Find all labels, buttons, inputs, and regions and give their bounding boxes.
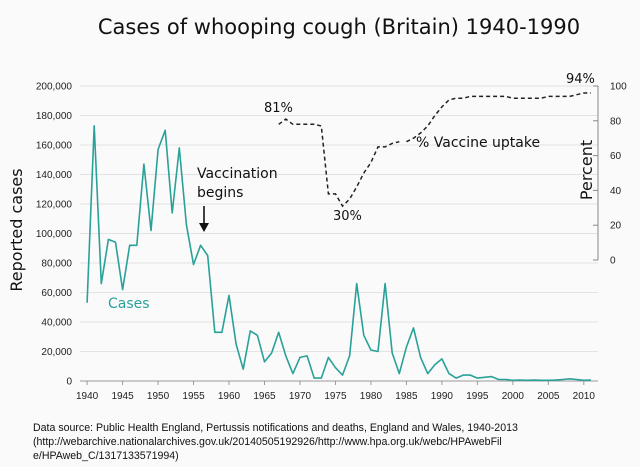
vaccine-uptake-series	[278, 92, 591, 208]
y-tick-label: 160,000	[36, 141, 73, 152]
right-axis: 0 20 40 60 80 100	[593, 82, 627, 267]
x-axis: 1940 1945 1950 1955 1960 1965 1970 1975 1980 1985…	[76, 380, 598, 402]
y2-tick-label: 0	[610, 256, 616, 267]
annotation-vaccination-line2: begins	[197, 185, 243, 201]
vaccine-uptake-line	[278, 118, 400, 208]
x-tick-label: 2005	[537, 391, 560, 402]
y-tick-label: 140,000	[36, 170, 73, 181]
y-tick-label: 80,000	[41, 259, 72, 270]
vaccination-arrow	[199, 206, 209, 232]
x-tick-label: 1960	[218, 391, 241, 402]
source-line-1: Data source: Public Health England, Pert…	[33, 422, 518, 434]
arrow-head	[199, 223, 209, 232]
y-tick-label: 60,000	[41, 288, 72, 299]
cases-series	[86, 125, 591, 382]
cases-line	[86, 125, 591, 382]
y-tick-label: 180,000	[36, 111, 73, 122]
annotation-uptake-end: 94%	[566, 72, 595, 87]
chart-title: Cases of whooping cough (Britain) 1940-1…	[98, 15, 580, 39]
series-label-uptake: % Vaccine uptake	[416, 135, 540, 151]
y-axis-title: Reported cases	[7, 168, 26, 291]
annotation-uptake-min: 30%	[333, 209, 362, 224]
y2-tick-label: 100	[610, 82, 627, 93]
source-note: Data source: Public Health England, Pert…	[33, 421, 633, 463]
vaccine-uptake-line	[406, 92, 591, 143]
annotation-vaccination-line1: Vaccination	[197, 166, 278, 182]
gridlines	[80, 85, 598, 352]
y-tick-label: 40,000	[41, 318, 72, 329]
y-tick-label: 20,000	[41, 347, 72, 358]
x-tick-label: 1990	[431, 391, 454, 402]
x-tick-label: 2010	[573, 391, 596, 402]
left-axis: 0 20,000 40,000 60,000 80,000 100,000 120,000 1…	[36, 82, 73, 388]
x-tick-label: 2000	[502, 391, 525, 402]
y-tick-label: 0	[66, 377, 72, 388]
y2-tick-label: 60	[610, 151, 622, 162]
x-tick-label: 1945	[111, 391, 134, 402]
x-tick-label: 1965	[253, 391, 276, 402]
y2-tick-label: 40	[610, 186, 622, 197]
x-tick-label: 1955	[182, 391, 205, 402]
series-label-cases: Cases	[108, 296, 150, 312]
x-tick-label: 1970	[289, 391, 312, 402]
x-tick-label: 1985	[395, 391, 418, 402]
annotation-uptake-start: 81%	[264, 101, 293, 116]
y2-axis-title: Percent	[577, 140, 596, 200]
source-line-3: e/HPAweb_C/1317133571994)	[33, 450, 179, 462]
y-tick-label: 200,000	[36, 82, 73, 93]
y-tick-label: 100,000	[36, 229, 73, 240]
y-tick-label: 120,000	[36, 200, 73, 211]
source-line-2: (http://webarchive.nationalarchives.gov.…	[33, 436, 502, 448]
x-tick-label: 1975	[324, 391, 347, 402]
x-tick-label: 1980	[360, 391, 383, 402]
x-tick-label: 1995	[466, 391, 489, 402]
y2-tick-label: 80	[610, 116, 622, 127]
x-tick-label: 1940	[76, 391, 99, 402]
x-tick-label: 1950	[147, 391, 170, 402]
y2-tick-label: 20	[610, 221, 622, 232]
